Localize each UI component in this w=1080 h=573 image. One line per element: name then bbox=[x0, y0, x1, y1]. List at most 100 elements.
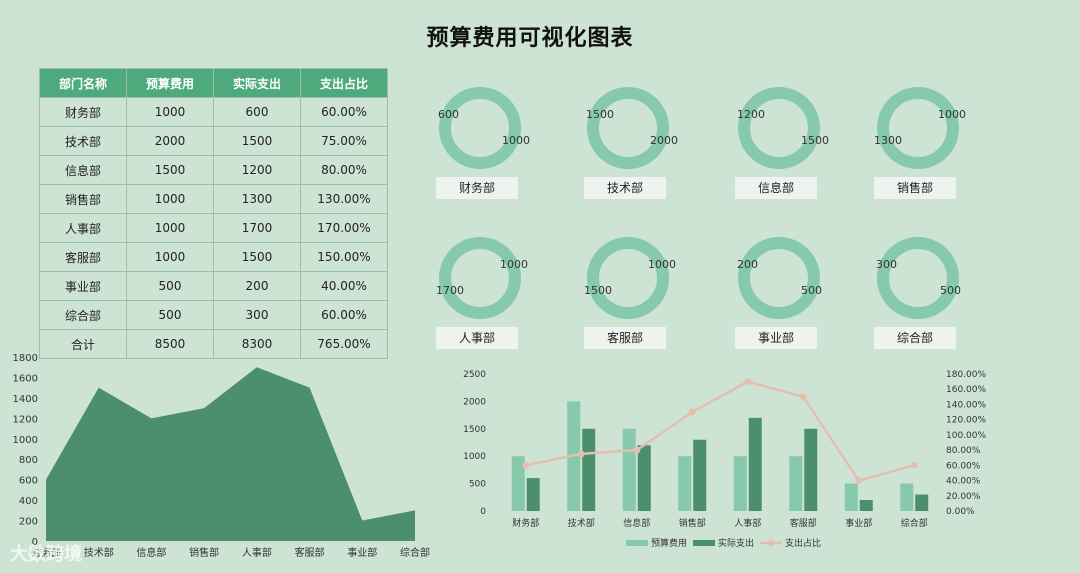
table-cell: 2000 bbox=[126, 126, 214, 156]
donut-0: 1000 600 bbox=[438, 87, 530, 169]
table-cell: 765.00% bbox=[300, 329, 388, 359]
area-ytick: 0 bbox=[32, 537, 38, 548]
combo-ytick: 500 bbox=[469, 480, 486, 490]
area-ytick: 1200 bbox=[13, 414, 38, 425]
bar-budget bbox=[789, 456, 803, 511]
combo-y2tick: 0.00% bbox=[946, 507, 975, 517]
combo-y2tick: 180.00% bbox=[946, 370, 986, 380]
table-cell: 8500 bbox=[126, 329, 214, 359]
donut-budget-value: 1000 bbox=[938, 108, 966, 121]
donut-budget-value: 2000 bbox=[650, 134, 678, 147]
bar-budget bbox=[622, 428, 636, 511]
table-cell: 1000 bbox=[126, 184, 214, 214]
combo-y2tick: 60.00% bbox=[946, 461, 981, 471]
ratio-point bbox=[633, 446, 641, 454]
bar-actual bbox=[526, 478, 540, 511]
donut-actual-value: 1500 bbox=[586, 108, 614, 121]
donut-label: 事业部 bbox=[735, 327, 817, 349]
donut-budget-value: 1000 bbox=[648, 258, 676, 271]
table-cell: 130.00% bbox=[300, 184, 388, 214]
table-cell: 事业部 bbox=[39, 271, 127, 301]
ratio-point bbox=[855, 477, 863, 485]
area-ytick: 1400 bbox=[13, 394, 38, 405]
bar-actual bbox=[582, 428, 596, 511]
donut-actual-value: 1500 bbox=[584, 284, 612, 297]
ratio-point bbox=[910, 461, 918, 469]
table-cell: 1500 bbox=[213, 126, 301, 156]
combo-y2tick: 140.00% bbox=[946, 400, 986, 410]
area-xtick: 人事部 bbox=[242, 546, 272, 559]
table-cell: 客服部 bbox=[39, 242, 127, 272]
area-ytick: 1000 bbox=[13, 435, 38, 446]
combo-ytick: 2500 bbox=[463, 370, 486, 380]
ratio-point bbox=[744, 378, 752, 386]
table-cell: 合计 bbox=[39, 329, 127, 359]
bar-actual bbox=[748, 417, 762, 511]
donut-budget-slice bbox=[738, 237, 820, 319]
area-xtick: 财务部 bbox=[31, 546, 61, 559]
ratio-point bbox=[688, 408, 696, 416]
table-cell: 人事部 bbox=[39, 213, 127, 243]
table-header-row: 部门名称 预算费用 实际支出 支出占比 bbox=[39, 68, 388, 98]
combo-y2tick: 40.00% bbox=[946, 477, 981, 487]
bar-actual bbox=[637, 445, 651, 511]
bar-budget bbox=[844, 483, 858, 511]
donut-budget-slice bbox=[877, 87, 959, 169]
table-cell: 1500 bbox=[126, 155, 214, 185]
bar-actual bbox=[915, 494, 929, 511]
table-cell: 600 bbox=[213, 97, 301, 127]
donut-1: 2000 1500 bbox=[586, 87, 678, 169]
donut-label: 销售部 bbox=[874, 177, 956, 199]
area-xtick: 客服部 bbox=[295, 546, 325, 559]
bar-actual bbox=[859, 500, 873, 511]
ratio-point bbox=[522, 461, 530, 469]
combo-y2tick: 100.00% bbox=[946, 431, 986, 441]
combo-xtick: 客服部 bbox=[790, 517, 817, 529]
donut-actual-value: 1300 bbox=[874, 134, 902, 147]
table-cell: 综合部 bbox=[39, 300, 127, 330]
area-ytick: 600 bbox=[19, 476, 38, 487]
legend-actual-label: 实际支出 bbox=[718, 537, 754, 549]
donut-budget-value: 1000 bbox=[502, 134, 530, 147]
bar-budget bbox=[511, 456, 525, 511]
donut-label: 综合部 bbox=[874, 327, 956, 349]
donut-actual-value: 600 bbox=[438, 108, 459, 121]
combo-xtick: 综合部 bbox=[901, 517, 928, 529]
bar-actual bbox=[693, 439, 707, 511]
table-cell: 1000 bbox=[126, 242, 214, 272]
combo-ytick: 1500 bbox=[463, 425, 486, 435]
area-ytick: 800 bbox=[19, 455, 38, 466]
donut-5: 1000 1500 bbox=[584, 237, 676, 319]
combo-xtick: 技术部 bbox=[568, 517, 595, 529]
legend-ratio-label: 支出占比 bbox=[785, 537, 821, 549]
donut-2: 1500 1200 bbox=[737, 87, 829, 169]
donut-budget-value: 500 bbox=[940, 284, 961, 297]
table-cell: 财务部 bbox=[39, 97, 127, 127]
donut-actual-value: 200 bbox=[737, 258, 758, 271]
ratio-point bbox=[577, 450, 585, 458]
column-header-budget: 预算费用 bbox=[126, 68, 214, 98]
combo-ytick: 0 bbox=[480, 507, 486, 517]
donut-label: 技术部 bbox=[584, 177, 666, 199]
table-row: 合计 8500 8300 765.00% bbox=[39, 329, 388, 359]
legend-ratio-marker bbox=[768, 540, 774, 546]
combo-y2tick: 120.00% bbox=[946, 416, 986, 426]
donut-budget-slice bbox=[738, 87, 820, 169]
bar-budget bbox=[733, 456, 747, 511]
table-row: 财务部 1000 600 60.00% bbox=[39, 97, 388, 127]
table-cell: 80.00% bbox=[300, 155, 388, 185]
legend-budget-swatch bbox=[626, 540, 648, 546]
ratio-line bbox=[525, 380, 915, 483]
combo-xtick: 信息部 bbox=[623, 517, 650, 529]
watermark: 大数跨境 bbox=[10, 544, 82, 565]
table-cell: 技术部 bbox=[39, 126, 127, 156]
donut-4: 1000 1700 bbox=[436, 237, 528, 319]
budget-table: 部门名称 预算费用 实际支出 支出占比 财务部 1000 600 60.00% 技术部 2… bbox=[39, 68, 388, 359]
donut-label: 财务部 bbox=[436, 177, 518, 199]
donut-actual-value: 1700 bbox=[436, 284, 464, 297]
donut-3: 1000 1300 bbox=[874, 87, 966, 169]
table-cell: 1500 bbox=[213, 242, 301, 272]
donut-budget-slice bbox=[439, 237, 521, 319]
donut-budget-value: 1500 bbox=[801, 134, 829, 147]
